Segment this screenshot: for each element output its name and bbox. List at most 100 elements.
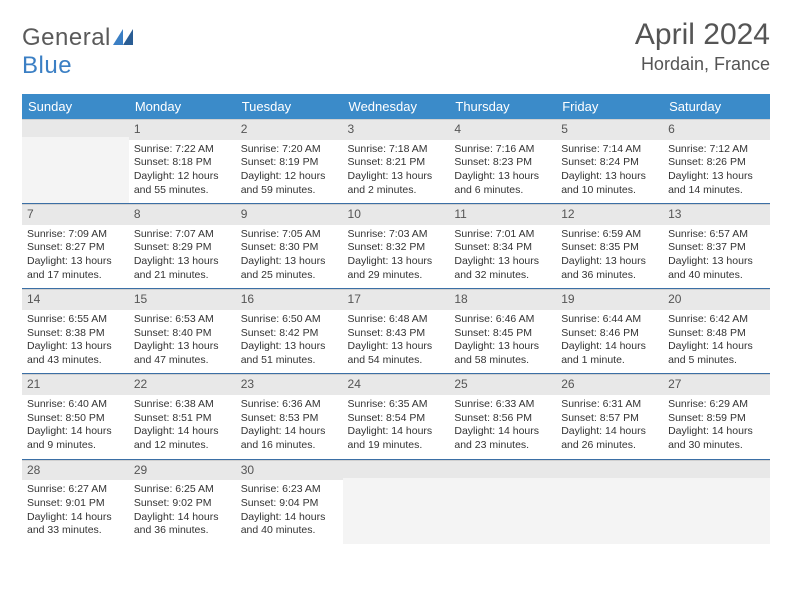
sunset-text: Sunset: 8:53 PM [241, 412, 338, 426]
day-content: Sunrise: 6:33 AMSunset: 8:56 PMDaylight:… [449, 395, 556, 459]
daylight-text: Daylight: 13 hours and 25 minutes. [241, 255, 338, 282]
sunrise-text: Sunrise: 6:55 AM [27, 313, 124, 327]
sunrise-text: Sunrise: 6:53 AM [134, 313, 231, 327]
calendar-cell: 25Sunrise: 6:33 AMSunset: 8:56 PMDayligh… [449, 374, 556, 459]
sunrise-text: Sunrise: 7:07 AM [134, 228, 231, 242]
sunset-text: Sunset: 8:54 PM [348, 412, 445, 426]
sunset-text: Sunset: 8:37 PM [668, 241, 765, 255]
daylight-text: Daylight: 13 hours and 17 minutes. [27, 255, 124, 282]
calendar-cell [663, 459, 770, 544]
daylight-text: Daylight: 14 hours and 23 minutes. [454, 425, 551, 452]
calendar-cell: 13Sunrise: 6:57 AMSunset: 8:37 PMDayligh… [663, 204, 770, 289]
day-number [22, 119, 129, 137]
location-text: Hordain, France [635, 54, 770, 75]
daylight-text: Daylight: 12 hours and 55 minutes. [134, 170, 231, 197]
calendar-cell: 21 Sunrise: 6:40 AMSunset: 8:50 PMDayligh… [22, 374, 129, 459]
day-number: 19 [556, 289, 663, 310]
sunset-text: Sunset: 8:46 PM [561, 327, 658, 341]
sunset-text: Sunset: 8:27 PM [27, 241, 124, 255]
day-number: 23 [236, 374, 343, 395]
day-number: 13 [663, 204, 770, 225]
day-number: 24 [343, 374, 450, 395]
calendar-cell: 19Sunrise: 6:44 AMSunset: 8:46 PMDayligh… [556, 289, 663, 374]
logo: General Blue [22, 24, 133, 80]
sunset-text: Sunset: 8:30 PM [241, 241, 338, 255]
day-content: Sunrise: 7:07 AMSunset: 8:29 PMDaylight:… [129, 225, 236, 289]
sunset-text: Sunset: 9:01 PM [27, 497, 124, 511]
day-content: Sunrise: 7:22 AMSunset: 8:18 PMDaylight:… [129, 140, 236, 204]
calendar-week: 14Sunrise: 6:55 AMSunset: 8:38 PMDayligh… [22, 289, 770, 374]
logo-text-blue: Blue [22, 52, 72, 79]
daylight-text: Daylight: 13 hours and 47 minutes. [134, 340, 231, 367]
calendar-cell: 7Sunrise: 7:09 AMSunset: 8:27 PMDaylight… [22, 204, 129, 289]
day-number: 9 [236, 204, 343, 225]
day-content: Sunrise: 6:27 AMSunset: 9:01 PMDaylight:… [22, 480, 129, 544]
logo-mark-icon [113, 29, 133, 45]
sunset-text: Sunset: 8:42 PM [241, 327, 338, 341]
day-number: 7 [22, 204, 129, 225]
day-number: 22 [129, 374, 236, 395]
sunset-text: Sunset: 9:04 PM [241, 497, 338, 511]
sunset-text: Sunset: 8:57 PM [561, 412, 658, 426]
calendar-cell: 1Sunrise: 7:22 AMSunset: 8:18 PMDaylight… [129, 119, 236, 204]
day-content: Sunrise: 7:14 AMSunset: 8:24 PMDaylight:… [556, 140, 663, 204]
month-title: April 2024 [635, 18, 770, 52]
sunrise-text: Sunrise: 7:20 AM [241, 143, 338, 157]
daylight-text: Daylight: 13 hours and 40 minutes. [668, 255, 765, 282]
day-content: Sunrise: 6:59 AMSunset: 8:35 PMDaylight:… [556, 225, 663, 289]
day-number: 27 [663, 374, 770, 395]
day-number: 26 [556, 374, 663, 395]
daylight-text: Daylight: 14 hours and 9 minutes. [27, 425, 124, 452]
day-content: Sunrise: 6:25 AMSunset: 9:02 PMDaylight:… [129, 480, 236, 544]
sunset-text: Sunset: 8:40 PM [134, 327, 231, 341]
sunrise-text: Sunrise: 6:44 AM [561, 313, 658, 327]
day-content: Sunrise: 6:46 AMSunset: 8:45 PMDaylight:… [449, 310, 556, 374]
calendar-cell: 16Sunrise: 6:50 AMSunset: 8:42 PMDayligh… [236, 289, 343, 374]
day-content: Sunrise: 7:16 AMSunset: 8:23 PMDaylight:… [449, 140, 556, 204]
calendar-cell: 10Sunrise: 7:03 AMSunset: 8:32 PMDayligh… [343, 204, 450, 289]
calendar-cell: 29Sunrise: 6:25 AMSunset: 9:02 PMDayligh… [129, 459, 236, 544]
day-header: Monday [129, 94, 236, 119]
day-content: Sunrise: 6:44 AMSunset: 8:46 PMDaylight:… [556, 310, 663, 374]
sunset-text: Sunset: 8:24 PM [561, 156, 658, 170]
day-number: 25 [449, 374, 556, 395]
calendar-header-row: SundayMondayTuesdayWednesdayThursdayFrid… [22, 94, 770, 119]
day-header: Tuesday [236, 94, 343, 119]
daylight-text: Daylight: 13 hours and 14 minutes. [668, 170, 765, 197]
daylight-text: Daylight: 14 hours and 5 minutes. [668, 340, 765, 367]
daylight-text: Daylight: 13 hours and 2 minutes. [348, 170, 445, 197]
day-number: 14 [22, 289, 129, 310]
calendar-cell: 15Sunrise: 6:53 AMSunset: 8:40 PMDayligh… [129, 289, 236, 374]
calendar-cell: 4Sunrise: 7:16 AMSunset: 8:23 PMDaylight… [449, 119, 556, 204]
day-content: Sunrise: 6:29 AMSunset: 8:59 PMDaylight:… [663, 395, 770, 459]
day-number: 28 [22, 460, 129, 481]
sunset-text: Sunset: 8:56 PM [454, 412, 551, 426]
day-content: Sunrise: 7:18 AMSunset: 8:21 PMDaylight:… [343, 140, 450, 204]
daylight-text: Daylight: 14 hours and 26 minutes. [561, 425, 658, 452]
day-number: 29 [129, 460, 236, 481]
calendar-cell: 18Sunrise: 6:46 AMSunset: 8:45 PMDayligh… [449, 289, 556, 374]
day-number: 8 [129, 204, 236, 225]
calendar-cell: 22Sunrise: 6:38 AMSunset: 8:51 PMDayligh… [129, 374, 236, 459]
sunset-text: Sunset: 8:50 PM [27, 412, 124, 426]
day-content: Sunrise: 6:31 AMSunset: 8:57 PMDaylight:… [556, 395, 663, 459]
day-number [449, 460, 556, 478]
daylight-text: Daylight: 13 hours and 29 minutes. [348, 255, 445, 282]
day-content: Sunrise: 6:50 AMSunset: 8:42 PMDaylight:… [236, 310, 343, 374]
day-content: Sunrise: 6:57 AMSunset: 8:37 PMDaylight:… [663, 225, 770, 289]
sunrise-text: Sunrise: 7:12 AM [668, 143, 765, 157]
sunrise-text: Sunrise: 6:35 AM [348, 398, 445, 412]
day-number: 3 [343, 119, 450, 140]
sunrise-text: Sunrise: 6:33 AM [454, 398, 551, 412]
sunrise-text: Sunrise: 6:40 AM [27, 398, 124, 412]
sunset-text: Sunset: 8:51 PM [134, 412, 231, 426]
calendar-cell: 30Sunrise: 6:23 AMSunset: 9:04 PMDayligh… [236, 459, 343, 544]
day-content: Sunrise: 7:12 AMSunset: 8:26 PMDaylight:… [663, 140, 770, 204]
day-content: Sunrise: 6:53 AMSunset: 8:40 PMDaylight:… [129, 310, 236, 374]
day-number: 21 [22, 374, 129, 395]
logo-text: General Blue [22, 24, 133, 80]
sunrise-text: Sunrise: 6:57 AM [668, 228, 765, 242]
sunset-text: Sunset: 8:59 PM [668, 412, 765, 426]
calendar-cell [556, 459, 663, 544]
calendar-cell: 9Sunrise: 7:05 AMSunset: 8:30 PMDaylight… [236, 204, 343, 289]
